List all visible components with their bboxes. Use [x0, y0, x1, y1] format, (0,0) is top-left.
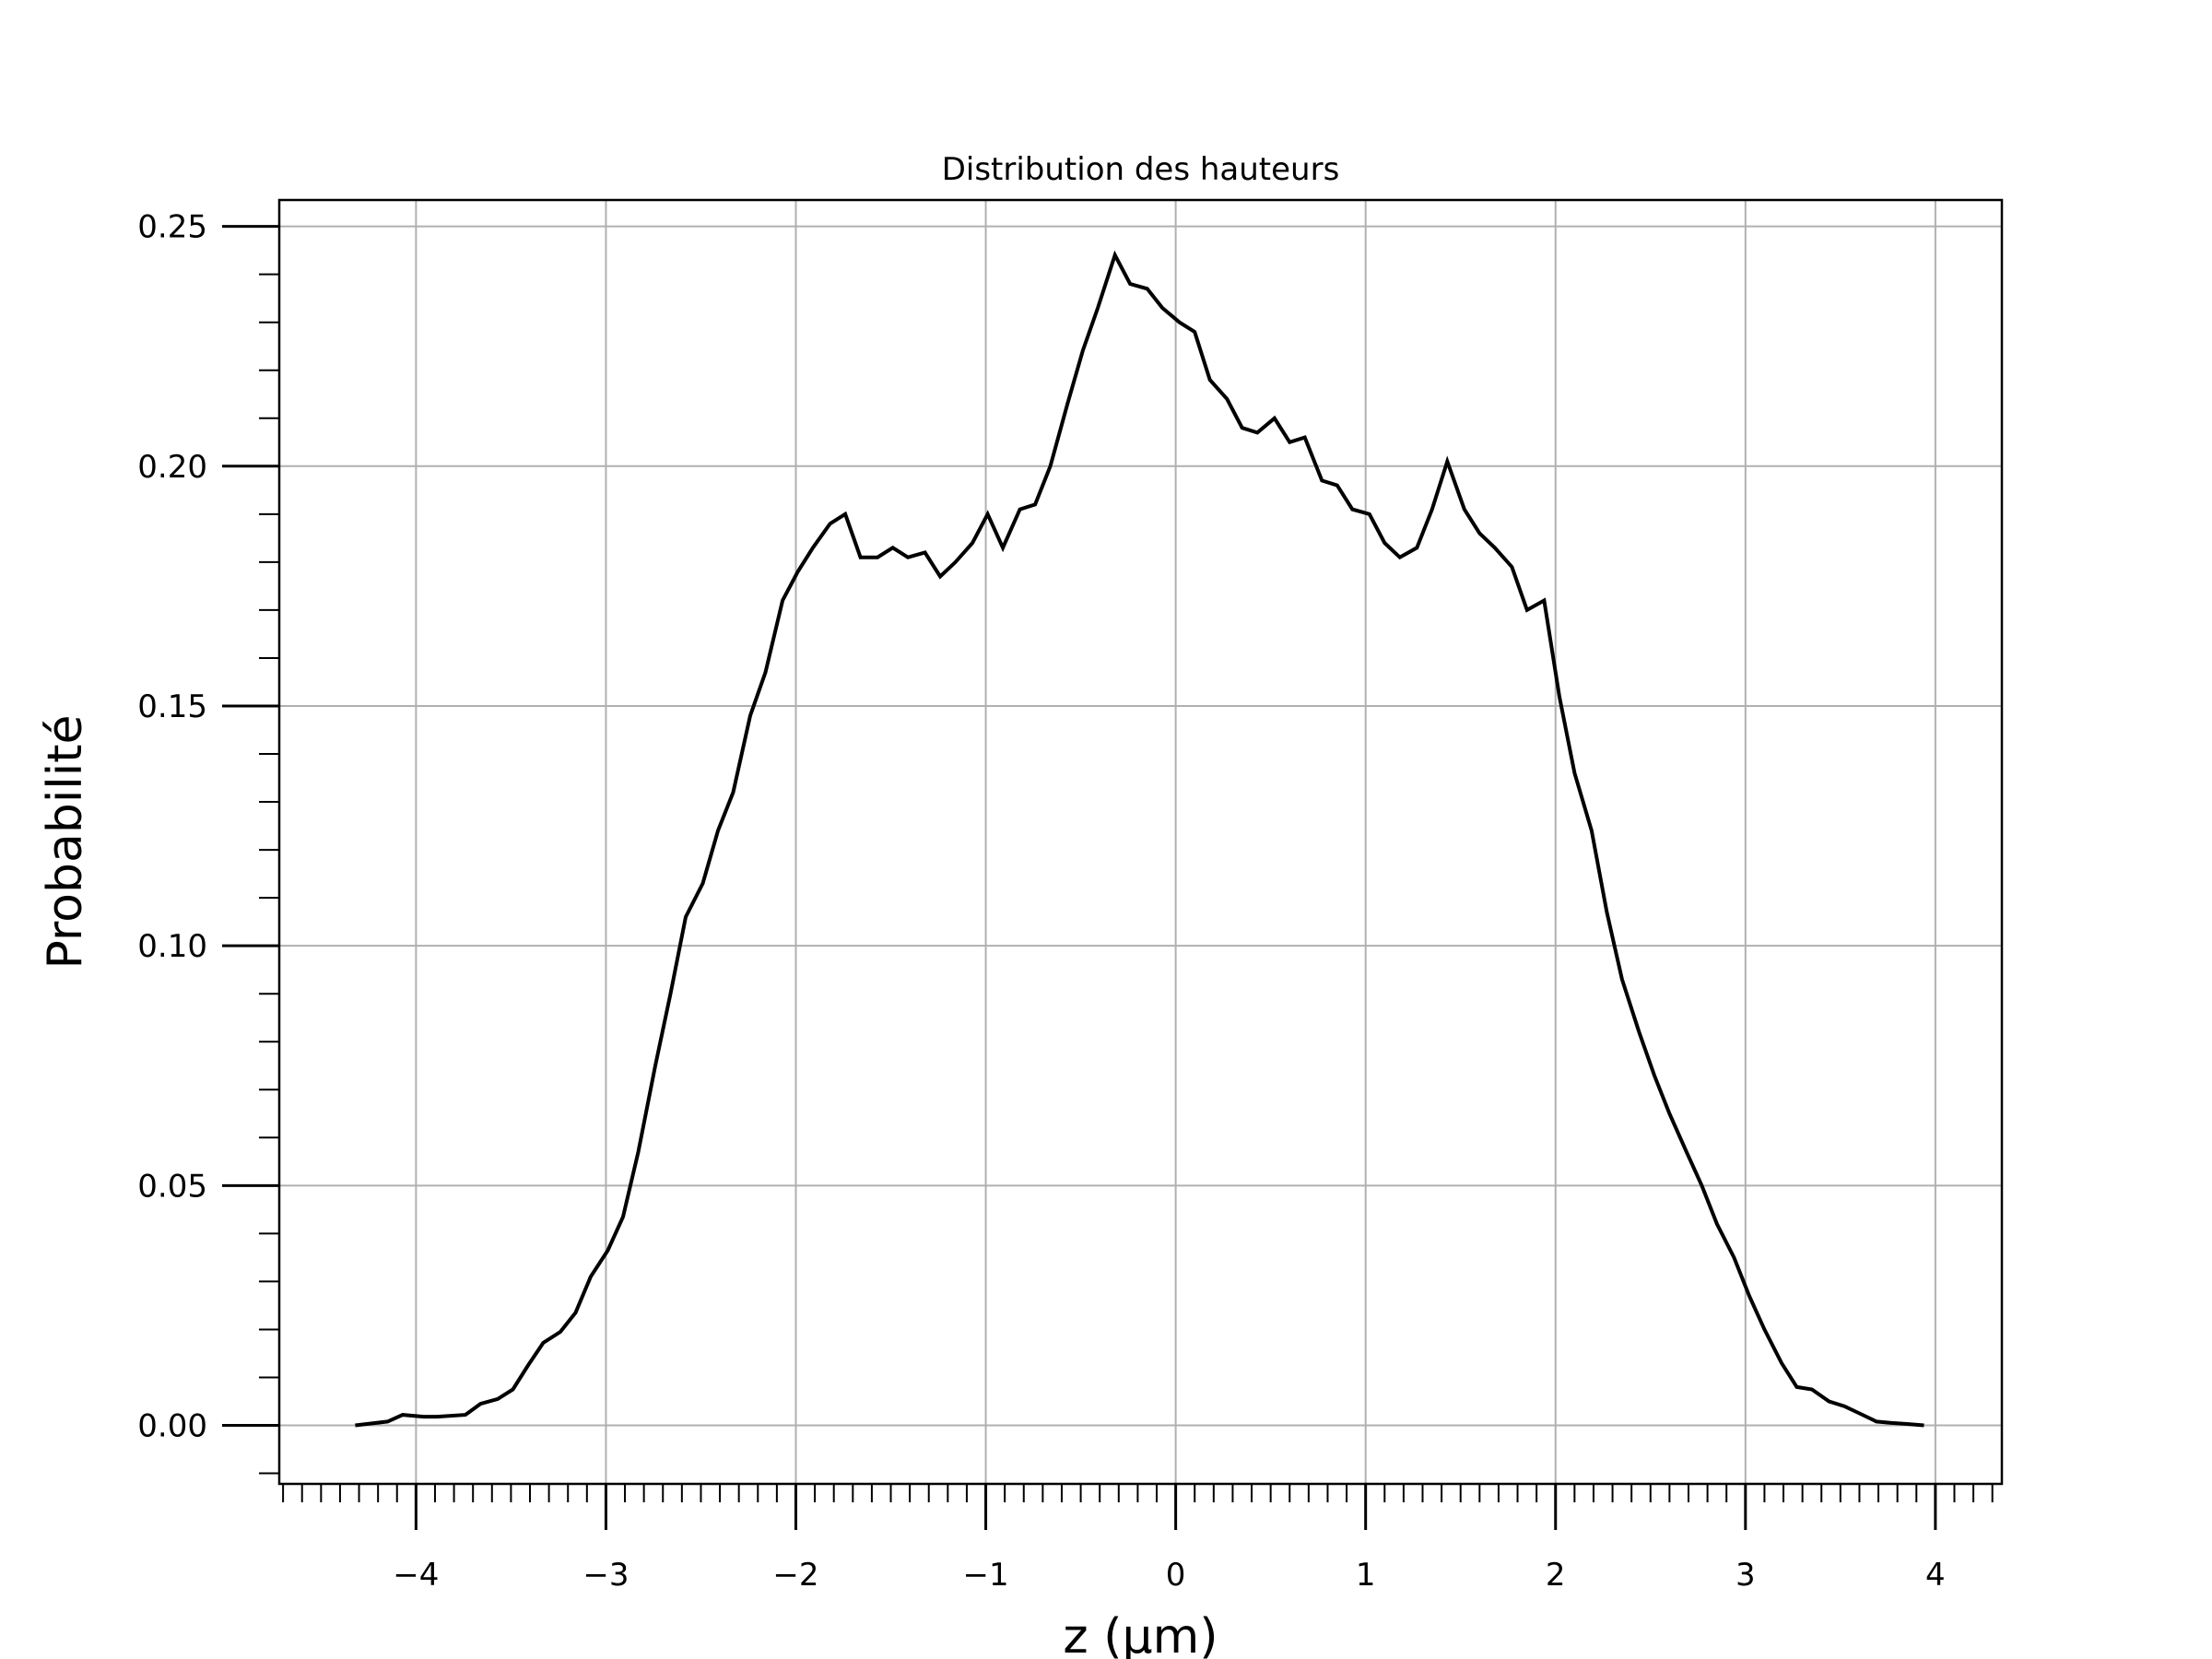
x-tick-label: 0: [1166, 1557, 1186, 1594]
y-tick-label: 0.00: [137, 1408, 207, 1445]
y-axis-label: Probabilité: [38, 714, 93, 969]
tick-labels: −4 −3 −2 −1 0 1 2 3 4 0.00 0.05 0.10 0.15 0.20 0.25: [137, 209, 1945, 1594]
x-tick-label: −4: [393, 1557, 439, 1594]
series-line: [355, 250, 1924, 1428]
x-tick-label: −3: [582, 1557, 629, 1594]
plot-frame: [277, 198, 2004, 1486]
y-tick-label: 0.25: [137, 209, 207, 246]
x-tick-label: 2: [1546, 1557, 1566, 1594]
ticks: [222, 225, 1994, 1530]
y-tick-label: 0.05: [137, 1168, 207, 1205]
x-axis-label: z (µm): [1063, 1609, 1218, 1659]
chart-title: Distribution des hauteurs: [942, 151, 1340, 188]
x-tick-label: 3: [1735, 1557, 1756, 1594]
grid: [279, 200, 2002, 1484]
x-tick-label: 4: [1925, 1557, 1946, 1594]
x-tick-label: 1: [1356, 1557, 1376, 1594]
y-tick-label: 0.15: [137, 688, 207, 725]
x-tick-label: −1: [962, 1557, 1008, 1594]
y-tick-label: 0.10: [137, 928, 207, 965]
series-layer: [355, 250, 1924, 1428]
x-tick-label: −2: [772, 1557, 818, 1594]
y-tick-label: 0.20: [137, 449, 207, 486]
